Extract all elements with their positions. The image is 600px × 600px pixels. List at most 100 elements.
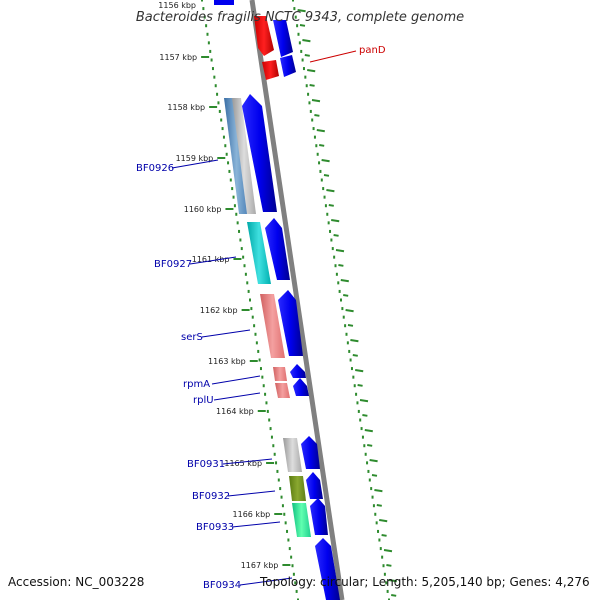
track-dot xyxy=(225,152,228,156)
gene-leader-line xyxy=(201,329,251,338)
gene-label-bf0933[interactable]: BF0933 xyxy=(196,522,234,533)
track-dot xyxy=(217,101,220,105)
track-dot xyxy=(300,49,303,53)
track-dot xyxy=(359,418,362,422)
track-dot xyxy=(297,32,300,36)
track-dash xyxy=(350,339,359,343)
track-dot xyxy=(367,469,370,473)
track-dot xyxy=(350,367,353,371)
tick-label: 1162 kbp xyxy=(200,306,238,315)
track-dot xyxy=(297,598,299,600)
gene-leader-line xyxy=(222,458,273,465)
track-dot xyxy=(301,58,304,62)
track-dot xyxy=(311,118,314,122)
gene-label-sers[interactable]: serS xyxy=(181,332,203,343)
tick-label: 1165 kbp xyxy=(224,459,262,468)
track-dot xyxy=(344,324,347,328)
gene-leader-line xyxy=(213,392,261,401)
track-dash xyxy=(311,99,321,103)
gene-label-bf0934[interactable]: BF0934 xyxy=(203,580,241,591)
tick-label: 1167 kbp xyxy=(241,561,279,570)
track-dot xyxy=(377,529,380,533)
track-dot xyxy=(255,341,258,345)
track-dot xyxy=(258,358,261,362)
track-dot xyxy=(216,92,219,96)
track-dot xyxy=(294,581,297,585)
forward-features xyxy=(242,20,340,600)
gene-leader-line xyxy=(239,577,293,586)
track-dot xyxy=(254,332,257,336)
track-dot xyxy=(288,547,291,551)
tick-label: 1157 kbp xyxy=(159,53,197,62)
feature-olive-bf0932 xyxy=(289,476,306,501)
track-dot xyxy=(283,512,286,516)
track-dash xyxy=(379,519,388,523)
track-dot xyxy=(353,384,356,388)
gene-label-rplu[interactable]: rplU xyxy=(193,395,214,406)
track-dot xyxy=(244,272,247,276)
track-dot xyxy=(290,555,293,559)
track-dot xyxy=(345,332,348,336)
gene-labels: panD BF0926 BF0927 serS rpmA rplU BF0931 BF0932… xyxy=(136,45,386,591)
track-dot xyxy=(276,469,279,473)
feature-red-pand-a xyxy=(254,16,274,56)
track-dash xyxy=(383,549,393,553)
track-dot xyxy=(355,392,358,396)
gene-label-bf0927[interactable]: BF0927 xyxy=(154,259,192,270)
track-dot xyxy=(209,49,212,53)
feature-salmon-rplu xyxy=(275,383,290,398)
gene-label-rpma[interactable]: rpmA xyxy=(183,379,210,390)
track-dot xyxy=(247,289,250,293)
track-dot xyxy=(222,135,225,139)
track-dot xyxy=(304,75,307,79)
tick-label: 1164 kbp xyxy=(216,407,254,416)
track-dash xyxy=(328,204,334,207)
track-dot xyxy=(309,109,312,113)
gene-label-pand[interactable]: panD xyxy=(359,45,386,56)
track-dash xyxy=(340,279,349,283)
track-dot xyxy=(322,187,325,191)
track-dot xyxy=(366,461,369,465)
tick-marks xyxy=(201,9,397,597)
track-dot xyxy=(287,538,290,542)
track-dot xyxy=(202,7,205,11)
feature-blue-bf0932 xyxy=(306,472,323,499)
track-dash xyxy=(304,54,310,57)
track-dash xyxy=(374,489,383,493)
feature-blue-rpma xyxy=(290,364,306,378)
track-dot xyxy=(330,238,333,242)
track-dot xyxy=(318,161,321,165)
track-dot xyxy=(251,315,254,319)
track-dot xyxy=(243,264,246,268)
track-dot xyxy=(265,401,268,405)
track-dot xyxy=(319,169,322,173)
track-dot xyxy=(292,572,295,576)
track-dash xyxy=(352,354,358,357)
track-dot xyxy=(381,555,384,559)
track-dot xyxy=(308,101,311,105)
gene-label-bf0932[interactable]: BF0932 xyxy=(192,491,230,502)
track-dot xyxy=(201,0,203,2)
track-dash xyxy=(367,444,373,447)
track-dot xyxy=(203,15,206,19)
gene-label-bf0926[interactable]: BF0926 xyxy=(136,163,174,174)
track-dot xyxy=(227,161,230,165)
track-dot xyxy=(224,144,227,148)
track-dash xyxy=(321,159,330,163)
track-dot xyxy=(361,435,364,439)
track-dash xyxy=(364,429,373,433)
feature-blue-bf0927 xyxy=(265,218,290,280)
gene-label-bf0931[interactable]: BF0931 xyxy=(187,459,225,470)
track-dot xyxy=(242,255,245,259)
track-dash xyxy=(297,9,306,13)
track-dash xyxy=(299,24,306,27)
track-dash xyxy=(314,114,320,117)
track-dot xyxy=(382,564,385,568)
feature-steel-bf0926 xyxy=(224,98,249,214)
track-dot xyxy=(279,487,282,491)
track-dot xyxy=(360,427,363,431)
track-dot xyxy=(233,204,236,208)
track-dot xyxy=(357,409,360,413)
track-dot xyxy=(236,221,239,225)
track-dot xyxy=(331,247,334,251)
